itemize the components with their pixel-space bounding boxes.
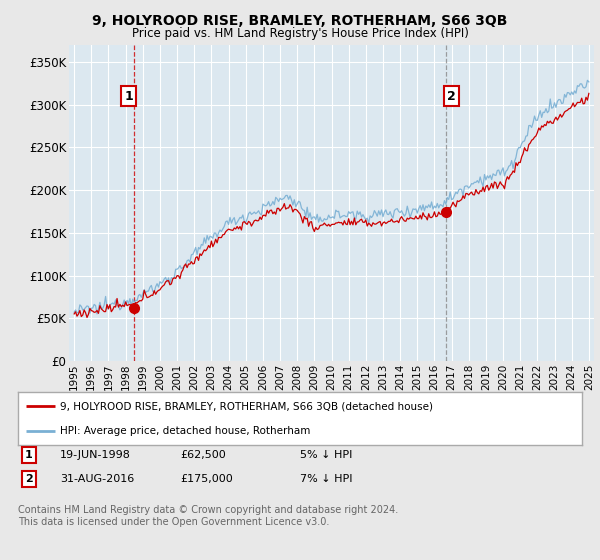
Text: £62,500: £62,500 (180, 450, 226, 460)
Text: 9, HOLYROOD RISE, BRAMLEY, ROTHERHAM, S66 3QB: 9, HOLYROOD RISE, BRAMLEY, ROTHERHAM, S6… (92, 14, 508, 28)
Text: HPI: Average price, detached house, Rotherham: HPI: Average price, detached house, Roth… (60, 426, 311, 436)
Text: Price paid vs. HM Land Registry's House Price Index (HPI): Price paid vs. HM Land Registry's House … (131, 27, 469, 40)
Text: 2: 2 (448, 90, 456, 102)
Text: 2: 2 (25, 474, 32, 484)
Text: 1: 1 (124, 90, 133, 102)
Text: 5% ↓ HPI: 5% ↓ HPI (300, 450, 352, 460)
Text: 19-JUN-1998: 19-JUN-1998 (60, 450, 131, 460)
Text: 7% ↓ HPI: 7% ↓ HPI (300, 474, 353, 484)
Text: 31-AUG-2016: 31-AUG-2016 (60, 474, 134, 484)
Text: £175,000: £175,000 (180, 474, 233, 484)
Text: Contains HM Land Registry data © Crown copyright and database right 2024.
This d: Contains HM Land Registry data © Crown c… (18, 505, 398, 527)
Text: 9, HOLYROOD RISE, BRAMLEY, ROTHERHAM, S66 3QB (detached house): 9, HOLYROOD RISE, BRAMLEY, ROTHERHAM, S6… (60, 402, 433, 412)
Text: 1: 1 (25, 450, 32, 460)
